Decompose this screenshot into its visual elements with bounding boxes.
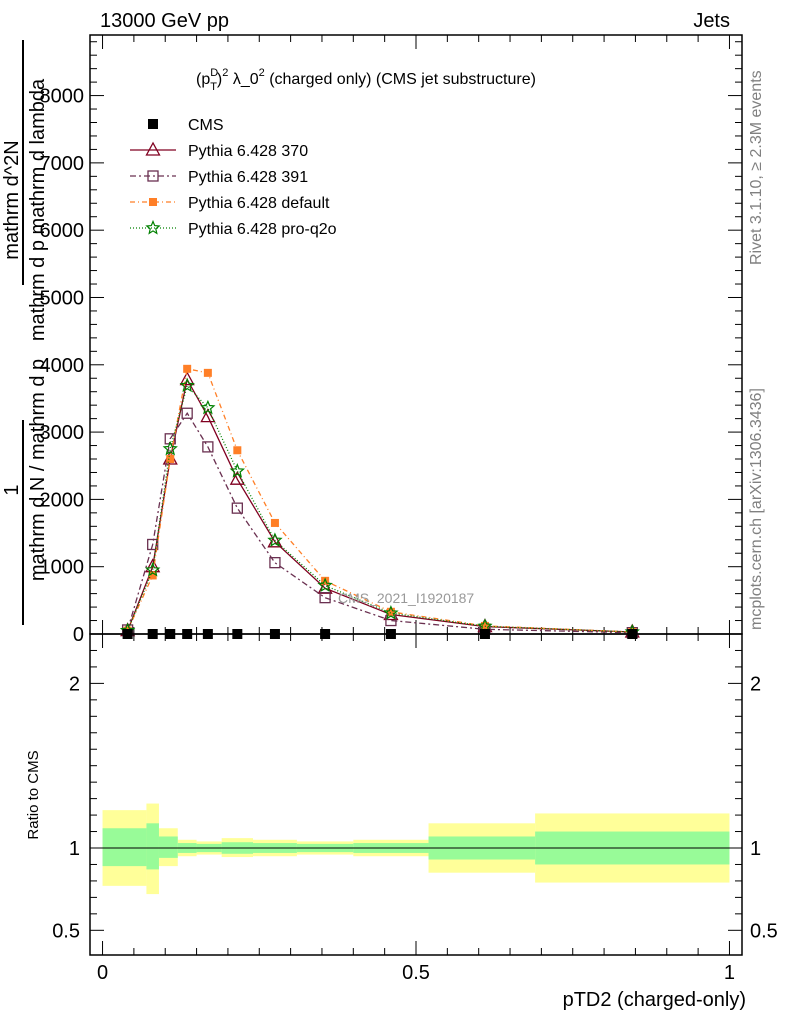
series-point bbox=[319, 592, 331, 604]
series-point bbox=[179, 371, 195, 386]
legend-item: Pythia 6.428 default bbox=[130, 195, 330, 212]
ylabel-line-1: mathrm d N / mathrm d p bbox=[27, 359, 49, 581]
main-ytick-label: 2000 bbox=[40, 489, 85, 511]
ratio-xtick-label: 0 bbox=[97, 962, 108, 984]
ylabel-line-2: mathrm d^2N bbox=[1, 140, 23, 259]
ratio-ytick-label-right: 0.5 bbox=[750, 920, 778, 942]
series-point bbox=[162, 440, 178, 456]
series-point bbox=[269, 557, 281, 569]
title-sq2: 2 bbox=[259, 67, 265, 79]
series-line bbox=[126, 384, 633, 633]
main-ytick-label: 5000 bbox=[40, 287, 85, 309]
series-point bbox=[203, 368, 212, 377]
legend-marker bbox=[149, 198, 157, 206]
ratio-ytick-label: 1 bbox=[69, 838, 80, 860]
title-rest: (charged only) (CMS jet substructure) bbox=[265, 71, 536, 88]
ratio-xtick-label: 1 bbox=[724, 962, 735, 984]
series-point bbox=[183, 364, 192, 373]
main-title: (pD T)2 λ_02 (charged only) (CMS jet subs… bbox=[196, 67, 536, 93]
series-point bbox=[166, 455, 175, 464]
series-point bbox=[231, 502, 243, 514]
ratio-frame bbox=[89, 633, 743, 956]
legend-label: Pythia 6.428 391 bbox=[188, 169, 308, 186]
legend-label: Pythia 6.428 370 bbox=[188, 143, 308, 160]
ratio-ytick-label: 0.5 bbox=[52, 920, 80, 942]
legend: CMS Pythia 6.428 370 Pythia 6.428 391 Pythi… bbox=[130, 117, 337, 238]
series-point bbox=[386, 607, 395, 616]
series-point bbox=[229, 470, 245, 485]
series-point bbox=[200, 408, 216, 423]
header-right: Jets bbox=[693, 10, 730, 32]
series-point bbox=[383, 605, 399, 620]
ratio-ylabel: Ratio to CMS bbox=[25, 750, 42, 839]
ylabel-numerator: 1 bbox=[1, 484, 23, 495]
legend-item: CMS bbox=[148, 117, 224, 134]
x-axis-label: pTD2 (charged-only) bbox=[563, 989, 746, 1011]
title-p: (p bbox=[196, 71, 210, 88]
main-ylabel: 1 mathrm d N / mathrm d p mathrm d^2N ma… bbox=[1, 40, 49, 625]
series-point bbox=[229, 463, 246, 478]
side-label-top: Rivet 3.1.10, ≥ 2.3M events bbox=[748, 70, 765, 265]
ratio-band-inner bbox=[102, 828, 147, 867]
series-point bbox=[145, 562, 161, 577]
main-ytick-label: 0 bbox=[73, 624, 84, 646]
ratio-panel: 0 0.5 1 0.5 0.5 1 1 2 2 bbox=[52, 633, 778, 984]
legend-marker bbox=[145, 219, 161, 235]
title-sup: D bbox=[210, 67, 218, 79]
series-point bbox=[202, 441, 214, 453]
series-point bbox=[270, 518, 279, 527]
main-panel: 0 1000 2000 3000 4000 5000 6000 7000 8000 CMS Pyth… bbox=[40, 34, 743, 646]
series-line bbox=[126, 411, 633, 634]
series-point bbox=[317, 577, 333, 593]
main-ytick-label: 3000 bbox=[40, 422, 85, 444]
main-ytick-label: 7000 bbox=[40, 153, 85, 175]
ratio-ytick-label-right: 2 bbox=[750, 673, 761, 695]
legend-item: Pythia 6.428 370 bbox=[130, 141, 308, 160]
series-point bbox=[181, 407, 193, 419]
legend-marker bbox=[147, 170, 159, 182]
series-point bbox=[148, 571, 157, 580]
legend-label: Pythia 6.428 default bbox=[188, 195, 330, 212]
series-point bbox=[233, 446, 242, 455]
series-point bbox=[321, 576, 330, 585]
series-line bbox=[126, 377, 633, 633]
title-sub: T bbox=[210, 81, 217, 93]
legend-item: Pythia 6.428 pro-q2o bbox=[130, 219, 337, 238]
legend-marker bbox=[145, 141, 161, 156]
series-point bbox=[147, 538, 159, 551]
legend-marker bbox=[148, 119, 158, 129]
ylabel-line-3: mathrm d p mathrm d lambda bbox=[27, 78, 49, 341]
header-left: 13000 GeV pp bbox=[100, 10, 229, 32]
legend-item: Pythia 6.428 391 bbox=[130, 169, 308, 186]
watermark: CMS_2021_I1920187 bbox=[338, 590, 474, 606]
series-point bbox=[267, 532, 283, 547]
main-ytick-label: 1000 bbox=[40, 557, 85, 579]
main-ytick-label: 4000 bbox=[40, 355, 85, 377]
main-ytick-label: 8000 bbox=[40, 86, 85, 108]
legend-label: Pythia 6.428 pro-q2o bbox=[188, 221, 337, 238]
ratio-band-inner bbox=[146, 823, 159, 870]
title-close: ) bbox=[217, 71, 222, 88]
ratio-ytick-label: 2 bbox=[69, 673, 80, 695]
side-label-bottom: mcplots.cern.ch [arXiv:1306.3436] bbox=[748, 388, 765, 630]
ratio-xtick-label: 0.5 bbox=[402, 962, 430, 984]
title-lambda: λ_0 bbox=[228, 71, 258, 88]
series-point bbox=[179, 377, 195, 393]
main-ytick-label: 6000 bbox=[40, 220, 85, 242]
ratio-band-inner bbox=[158, 836, 178, 858]
series-point bbox=[200, 399, 216, 415]
legend-label: CMS bbox=[188, 117, 224, 134]
title-sq: 2 bbox=[222, 67, 228, 79]
ratio-ytick-label-right: 1 bbox=[750, 838, 761, 860]
